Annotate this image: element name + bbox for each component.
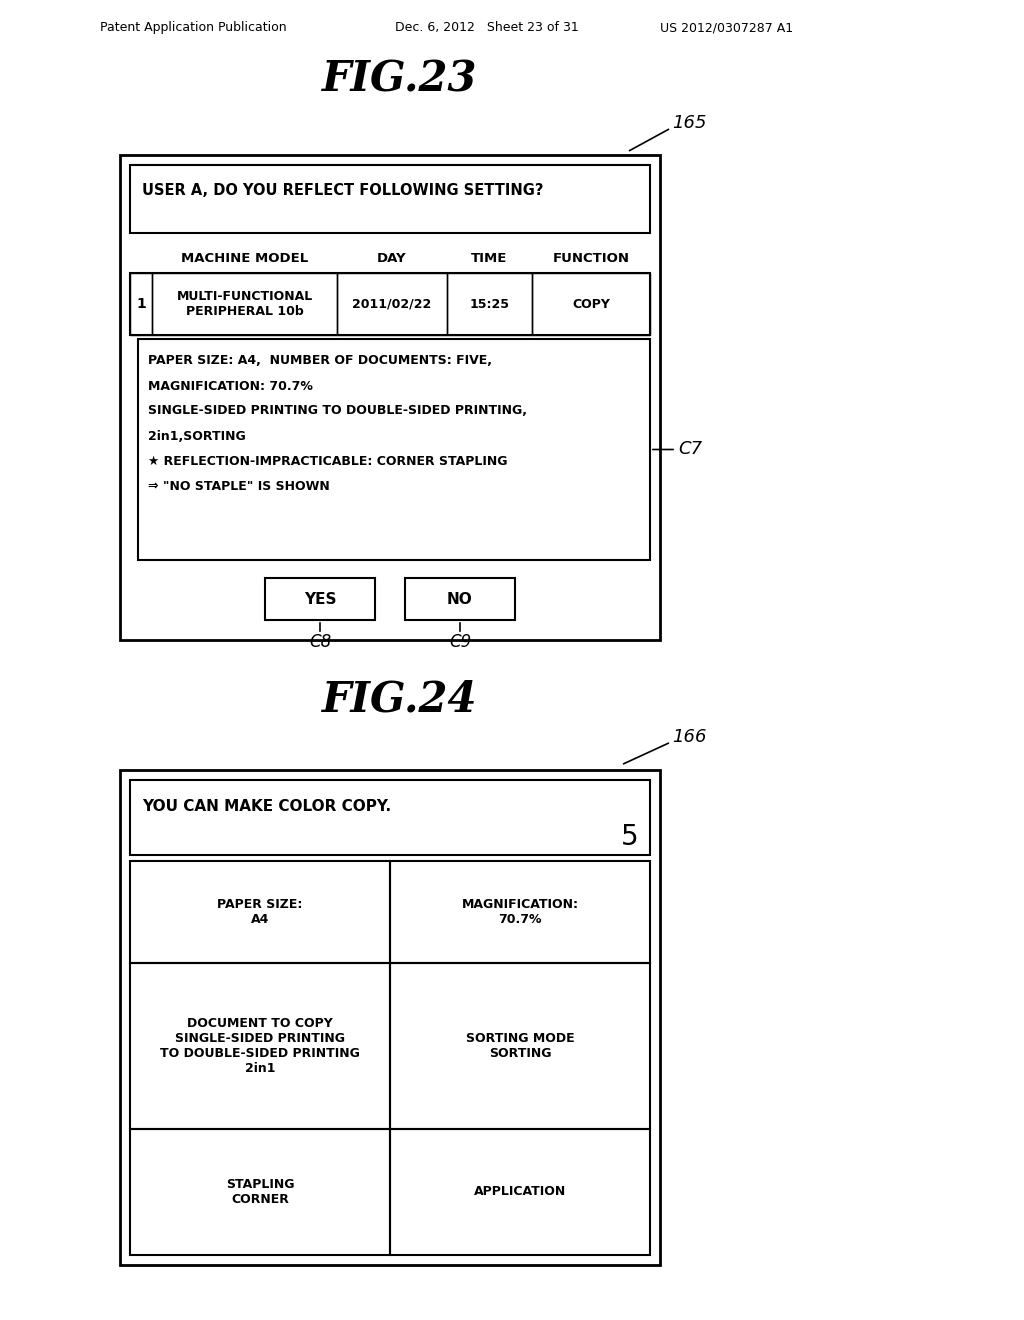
Bar <box>532 273 650 335</box>
Text: 1: 1 <box>136 297 145 312</box>
Text: 2in1,SORTING: 2in1,SORTING <box>148 429 246 442</box>
Text: PAPER SIZE: A4,  NUMBER OF DOCUMENTS: FIVE,: PAPER SIZE: A4, NUMBER OF DOCUMENTS: FIV… <box>148 355 492 367</box>
Text: Dec. 6, 2012   Sheet 23 of 31: Dec. 6, 2012 Sheet 23 of 31 <box>395 21 579 34</box>
Bar <box>337 273 447 335</box>
Bar <box>130 1129 390 1255</box>
Text: MAGNIFICATION: 70.7%: MAGNIFICATION: 70.7% <box>148 380 313 392</box>
Text: APPLICATION: APPLICATION <box>474 1185 566 1199</box>
Bar <box>130 861 390 964</box>
Text: YOU CAN MAKE COLOR COPY.: YOU CAN MAKE COLOR COPY. <box>142 799 391 813</box>
Bar <box>390 1129 650 1255</box>
Text: ⇒ "NO STAPLE" IS SHOWN: ⇒ "NO STAPLE" IS SHOWN <box>148 479 330 492</box>
Text: PAPER SIZE:
A4: PAPER SIZE: A4 <box>217 898 303 927</box>
Text: USER A, DO YOU REFLECT FOLLOWING SETTING?: USER A, DO YOU REFLECT FOLLOWING SETTING… <box>142 183 544 198</box>
Bar <box>130 165 650 234</box>
Bar <box>152 273 337 335</box>
Text: FIG.23: FIG.23 <box>323 59 478 102</box>
Text: ★ REFLECTION-IMPRACTICABLE: CORNER STAPLING: ★ REFLECTION-IMPRACTICABLE: CORNER STAPL… <box>148 454 508 467</box>
Text: DOCUMENT TO COPY
SINGLE-SIDED PRINTING
TO DOUBLE-SIDED PRINTING
2in1: DOCUMENT TO COPY SINGLE-SIDED PRINTING T… <box>160 1018 360 1076</box>
Text: 5: 5 <box>622 822 639 851</box>
Text: 166: 166 <box>672 729 707 746</box>
Bar <box>406 578 515 620</box>
Text: 2011/02/22: 2011/02/22 <box>352 297 432 310</box>
Bar <box>120 154 660 640</box>
Text: US 2012/0307287 A1: US 2012/0307287 A1 <box>660 21 794 34</box>
Bar <box>447 273 532 335</box>
Text: 15:25: 15:25 <box>469 297 510 310</box>
Bar <box>390 861 650 964</box>
Text: MAGNIFICATION:
70.7%: MAGNIFICATION: 70.7% <box>462 898 579 927</box>
Text: FIG.24: FIG.24 <box>323 678 478 721</box>
Text: STAPLING
CORNER: STAPLING CORNER <box>225 1177 294 1206</box>
Bar <box>130 964 390 1129</box>
Text: MACHINE MODEL: MACHINE MODEL <box>181 252 308 265</box>
Text: Patent Application Publication: Patent Application Publication <box>100 21 287 34</box>
Bar <box>390 964 650 1129</box>
Bar <box>265 578 375 620</box>
Bar <box>130 780 650 855</box>
Text: C9: C9 <box>449 634 471 651</box>
Bar <box>130 273 152 335</box>
Text: TIME: TIME <box>471 252 508 265</box>
Bar <box>138 339 650 560</box>
Bar <box>130 273 650 335</box>
Text: C8: C8 <box>309 634 331 651</box>
Text: FUNCTION: FUNCTION <box>553 252 630 265</box>
Bar <box>120 770 660 1265</box>
Text: NO: NO <box>447 591 473 606</box>
Text: C7: C7 <box>678 441 702 458</box>
Text: 165: 165 <box>672 114 707 132</box>
Text: SORTING MODE
SORTING: SORTING MODE SORTING <box>466 1032 574 1060</box>
Text: DAY: DAY <box>377 252 407 265</box>
Text: MULTI-FUNCTIONAL
PERIPHERAL 10b: MULTI-FUNCTIONAL PERIPHERAL 10b <box>176 290 312 318</box>
Text: YES: YES <box>304 591 336 606</box>
Text: SINGLE-SIDED PRINTING TO DOUBLE-SIDED PRINTING,: SINGLE-SIDED PRINTING TO DOUBLE-SIDED PR… <box>148 404 527 417</box>
Text: COPY: COPY <box>572 297 610 310</box>
